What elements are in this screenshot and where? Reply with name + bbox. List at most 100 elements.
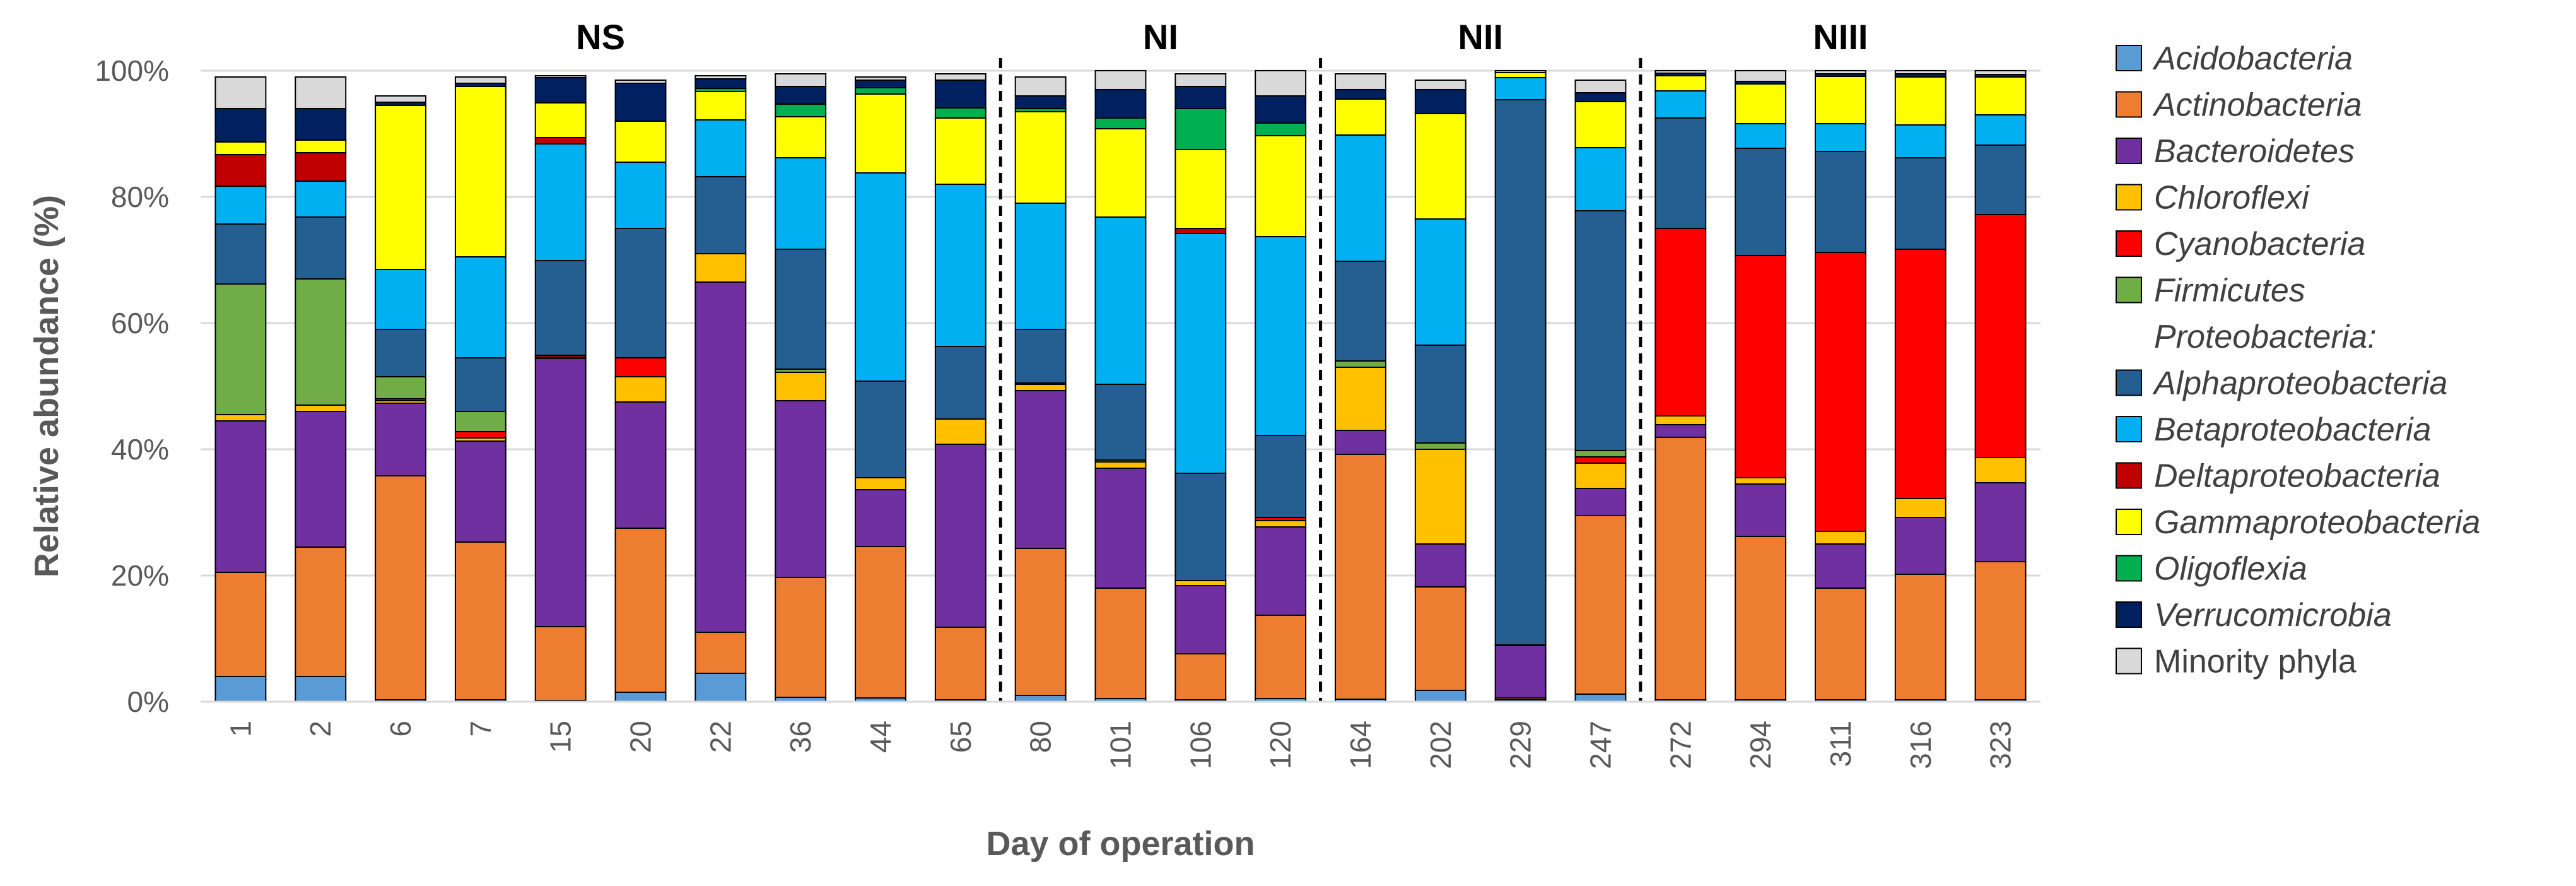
bar-segment-verrucomicrobia (614, 83, 667, 122)
y-tick-label: 40% (111, 433, 169, 466)
bar-segment-cyanobacteria (1814, 252, 1866, 532)
bar-segment-actinobacteria (214, 572, 267, 677)
bar-segment-gammaproteobacteria (214, 141, 267, 155)
bar-segment-actinobacteria (775, 577, 827, 698)
bar-stack-day-229 (1494, 70, 1547, 702)
bar-segment-alphaproteobacteria (1814, 151, 1866, 253)
bar-segment-alphaproteobacteria (855, 381, 906, 478)
bar-stack-day-1 (214, 76, 267, 702)
bar-segment-alphaproteobacteria (1894, 157, 1947, 250)
bar-segment-verrucomicrobia (934, 80, 986, 109)
phase-label-ns: NS (576, 17, 625, 57)
bar-segment-cyanobacteria (1974, 214, 2027, 458)
bar-stack-day-20 (614, 80, 667, 702)
bar-segment-gammaproteobacteria (1255, 135, 1307, 237)
y-axis-title: Relative abundance (%) (28, 195, 66, 577)
bar-segment-minority-phyla (1654, 70, 1707, 74)
legend-label-oligoflexia: Oligoflexia (2154, 551, 2307, 588)
bar-segment-actinobacteria (295, 546, 347, 677)
bar-segment-minority-phyla (855, 76, 906, 81)
bar-segment-chloroflexi (1255, 520, 1307, 528)
bar-segment-betaproteobacteria (454, 256, 506, 358)
bar-stack-day-120 (1255, 70, 1307, 702)
x-tick-label: 164 (1344, 721, 1377, 769)
bar-segment-verrucomicrobia (1335, 89, 1386, 100)
bar-segment-oligoflexia (855, 87, 906, 95)
bar-segment-minority-phyla (1894, 70, 1947, 74)
bar-segment-betaproteobacteria (694, 119, 747, 177)
bar-segment-alphaproteobacteria (694, 176, 747, 254)
bar-segment-bacteroidetes (375, 403, 427, 476)
x-axis-tick-labels: 1 2 6 7 15 20 22 36 44 65 80 101 106 120 164 202 229 247 2… (224, 721, 2017, 769)
bar-segment-chloroflexi (1814, 531, 1866, 545)
bar-segment-gammaproteobacteria (1574, 101, 1627, 148)
bar-stack-day-36 (775, 73, 827, 702)
bar-segment-betaproteobacteria (1414, 218, 1467, 346)
bar-segment-oligoflexia (1094, 117, 1147, 129)
legend-swatch-betaproteobacteria (2116, 416, 2142, 442)
bar-segment-alphaproteobacteria (1574, 210, 1627, 451)
bar-segment-bacteroidetes (1414, 543, 1467, 588)
bar-segment-oligoflexia (1174, 108, 1227, 150)
bar-stack-day-247 (1574, 80, 1627, 702)
x-tick-label: 272 (1664, 721, 1697, 769)
bar-segment-chloroflexi (1014, 384, 1067, 391)
bar-segment-chloroflexi (1654, 415, 1707, 425)
bar-segment-minority-phyla (1974, 70, 2027, 75)
bar-segment-alphaproteobacteria (934, 346, 986, 420)
legend-swatch-minority-phyla (2116, 647, 2142, 675)
bar-segment-betaproteobacteria (1255, 236, 1307, 436)
bar-segment-betaproteobacteria (1654, 90, 1707, 119)
y-tick-label: 60% (111, 307, 169, 340)
bar-segment-minority-phyla (534, 75, 587, 78)
bar-segment-actinobacteria (614, 528, 667, 693)
bar-segment-bacteroidetes (1735, 483, 1787, 537)
bar-segment-actinobacteria (1255, 615, 1307, 699)
bar-segment-firmicutes (1574, 450, 1627, 458)
x-tick-label: 2 (304, 721, 337, 737)
x-tick-label: 316 (1904, 721, 1937, 769)
bar-segment-actinobacteria (1094, 588, 1147, 699)
bar-segment-oligoflexia (934, 107, 986, 119)
bar-segment-betaproteobacteria (1814, 123, 1866, 152)
x-tick-label: 311 (1824, 721, 1857, 767)
x-tick-label: 202 (1424, 721, 1457, 769)
bar-stack-day-294 (1735, 70, 1787, 702)
bar-segment-gammaproteobacteria (534, 102, 587, 138)
bar-segment-cyanobacteria (614, 357, 667, 377)
bar-segment-acidobacteria (295, 676, 347, 702)
legend-swatch-deltaproteobacteria (2116, 462, 2142, 489)
bar-stack-day-65 (934, 73, 986, 702)
bar-segment-chloroflexi (1414, 449, 1467, 545)
bar-segment-bacteroidetes (214, 420, 267, 573)
x-tick-label: 120 (1264, 721, 1297, 769)
bar-segment-firmicutes (1335, 360, 1386, 368)
bar-segment-actinobacteria (1414, 586, 1467, 691)
bar-segment-verrucomicrobia (1014, 95, 1067, 109)
bar-segment-acidobacteria (694, 673, 747, 702)
bar-segment-actinobacteria (1814, 588, 1866, 700)
legend-swatch-bacteroidetes (2116, 138, 2142, 164)
legend-label-alphaproteobacteria: Alphaproteobacteria (2152, 365, 2447, 402)
bar-segment-verrucomicrobia (214, 108, 267, 143)
bar-segment-gammaproteobacteria (1654, 75, 1707, 92)
x-tick-label: 20 (624, 721, 657, 753)
bar-segment-alphaproteobacteria (534, 260, 587, 356)
bar-segment-betaproteobacteria (1094, 216, 1147, 385)
bar-segment-bacteroidetes (1814, 543, 1866, 589)
bar-stack-day-22 (694, 75, 747, 702)
bar-segment-bacteroidetes (1974, 482, 2027, 562)
bar-segment-acidobacteria (214, 676, 267, 702)
bar-segment-minority-phyla (614, 80, 667, 84)
bar-segment-betaproteobacteria (295, 180, 347, 218)
bar-segment-minority-phyla (295, 76, 347, 109)
bar-segment-chloroflexi (1335, 367, 1386, 431)
bar-segment-minority-phyla (1414, 80, 1467, 90)
bar-segment-firmicutes (375, 376, 427, 399)
bar-stack-day-272 (1654, 70, 1707, 702)
bar-segment-chloroflexi (934, 418, 986, 445)
y-tick-label: 100% (95, 54, 169, 87)
bar-segment-verrucomicrobia (1255, 95, 1307, 124)
bar-segment-verrucomicrobia (855, 80, 906, 88)
